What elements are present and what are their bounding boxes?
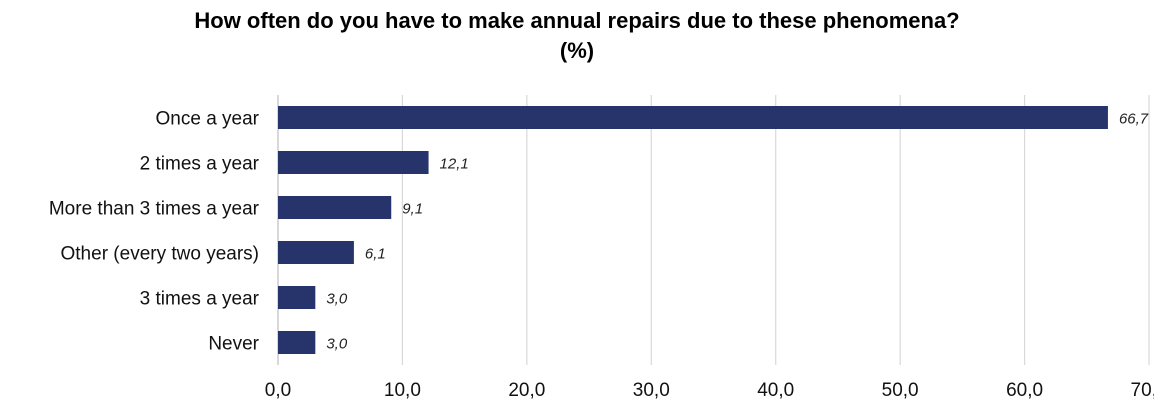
data-label-2: 9,1: [402, 201, 423, 218]
category-label-2: More than 3 times a year: [49, 199, 260, 220]
bar-5: [278, 331, 316, 354]
category-label-0: Once a year: [156, 109, 260, 130]
x-tick-label-5: 50,0: [882, 380, 919, 401]
x-tick-label-1: 10,0: [384, 380, 421, 401]
data-label-5: 3,0: [326, 336, 348, 353]
x-tick-label-4: 40,0: [757, 380, 794, 401]
x-tick-label-3: 30,0: [633, 380, 670, 401]
chart-title: How often do you have to make annual rep…: [0, 6, 1154, 66]
bar-2: [278, 196, 392, 219]
category-label-4: 3 times a year: [140, 289, 260, 310]
x-tick-label-7: 70,0: [1131, 380, 1154, 401]
data-label-4: 3,0: [326, 291, 348, 308]
category-label-1: 2 times a year: [140, 154, 260, 175]
chart-title-line1: How often do you have to make annual rep…: [194, 8, 960, 33]
bar-0: [278, 106, 1108, 129]
bar-3: [278, 241, 354, 264]
x-tick-label-0: 0,0: [265, 380, 291, 401]
x-tick-label-6: 60,0: [1006, 380, 1043, 401]
category-label-3: Other (every two years): [61, 244, 260, 265]
data-label-3: 6,1: [365, 246, 386, 263]
category-label-5: Never: [208, 334, 259, 355]
bar-4: [278, 286, 316, 309]
data-label-1: 12,1: [440, 156, 469, 173]
data-label-0: 66,7: [1119, 111, 1149, 128]
x-tick-label-2: 20,0: [508, 380, 545, 401]
bar-1: [278, 151, 429, 174]
chart-title-line2: (%): [559, 38, 595, 63]
